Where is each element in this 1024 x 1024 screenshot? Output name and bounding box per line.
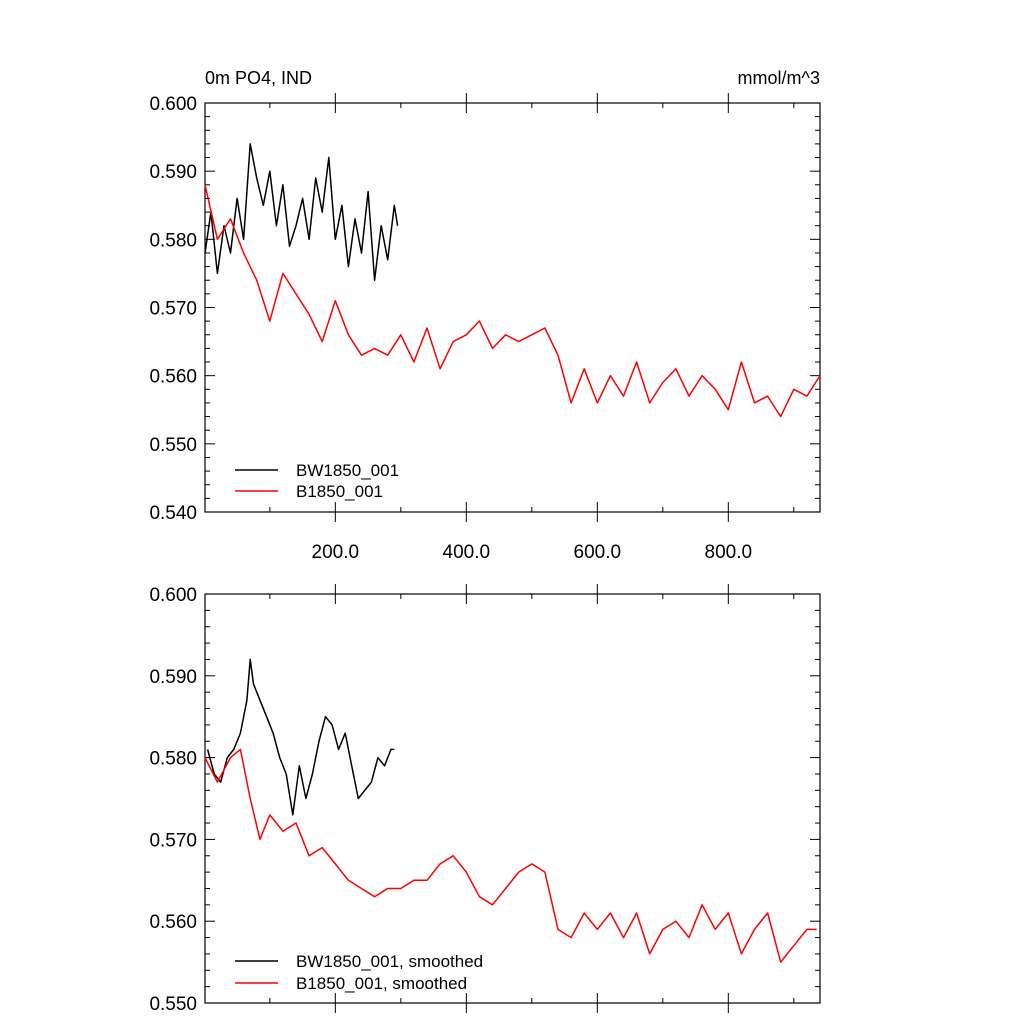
top-y-axis: 0.540 0.550 0.560 0.570 0.580 0.590 0.600 bbox=[149, 94, 820, 524]
series-line-bw1850 bbox=[206, 658, 395, 816]
bottom-panel: 0.550 0.560 0.570 0.580 0.590 0.600 BW1850_00… bbox=[149, 584, 821, 1015]
top-panel: 0m PO4, IND mmol/m^3 0.540 0.550 0.560 0.57… bbox=[149, 68, 821, 563]
bottom-legend-label-b1850: B1850_001, smoothed bbox=[296, 974, 467, 993]
series-line-b1850 bbox=[204, 748, 817, 963]
y-tick-label: 0.540 bbox=[149, 503, 197, 524]
y-tick-label: 0.560 bbox=[149, 912, 197, 933]
y-tick-label: 0.550 bbox=[149, 994, 197, 1015]
top-legend-label-bw1850: BW1850_001 bbox=[296, 461, 399, 480]
y-tick-label: 0.590 bbox=[149, 667, 197, 688]
bottom-legend-label-bw1850: BW1850_001, smoothed bbox=[296, 952, 483, 971]
series-line-b1850 bbox=[204, 184, 821, 418]
x-tick-label: 400.0 bbox=[443, 542, 491, 563]
bottom-plot-frame bbox=[204, 593, 821, 1004]
top-series-group bbox=[204, 143, 821, 418]
series-line-bw1850 bbox=[204, 143, 399, 281]
y-tick-label: 0.590 bbox=[149, 162, 197, 183]
bottom-x-axis bbox=[269, 584, 795, 1013]
bottom-y-axis: 0.550 0.560 0.570 0.580 0.590 0.600 bbox=[149, 585, 820, 1015]
top-panel-title: 0m PO4, IND bbox=[205, 68, 312, 88]
y-tick-label: 0.570 bbox=[149, 299, 197, 320]
y-tick-label: 0.560 bbox=[149, 367, 197, 388]
top-x-axis: 200.0 400.0 600.0 800.0 bbox=[269, 93, 795, 563]
top-legend: BW1850_001 B1850_001 bbox=[235, 461, 399, 501]
x-tick-label: 800.0 bbox=[705, 542, 753, 563]
y-tick-label: 0.580 bbox=[149, 749, 197, 770]
y-tick-label: 0.570 bbox=[149, 830, 197, 851]
top-plot-frame bbox=[204, 102, 821, 513]
bottom-series-group bbox=[204, 658, 817, 963]
y-tick-label: 0.600 bbox=[149, 585, 197, 606]
top-legend-label-b1850: B1850_001 bbox=[296, 482, 383, 501]
y-tick-label: 0.580 bbox=[149, 230, 197, 251]
bottom-legend: BW1850_001, smoothed B1850_001, smoothed bbox=[235, 952, 483, 993]
y-tick-label: 0.550 bbox=[149, 435, 197, 456]
x-tick-label: 200.0 bbox=[312, 542, 360, 563]
y-tick-label: 0.600 bbox=[149, 94, 197, 115]
top-panel-units: mmol/m^3 bbox=[738, 68, 820, 88]
x-tick-label: 600.0 bbox=[574, 542, 622, 563]
